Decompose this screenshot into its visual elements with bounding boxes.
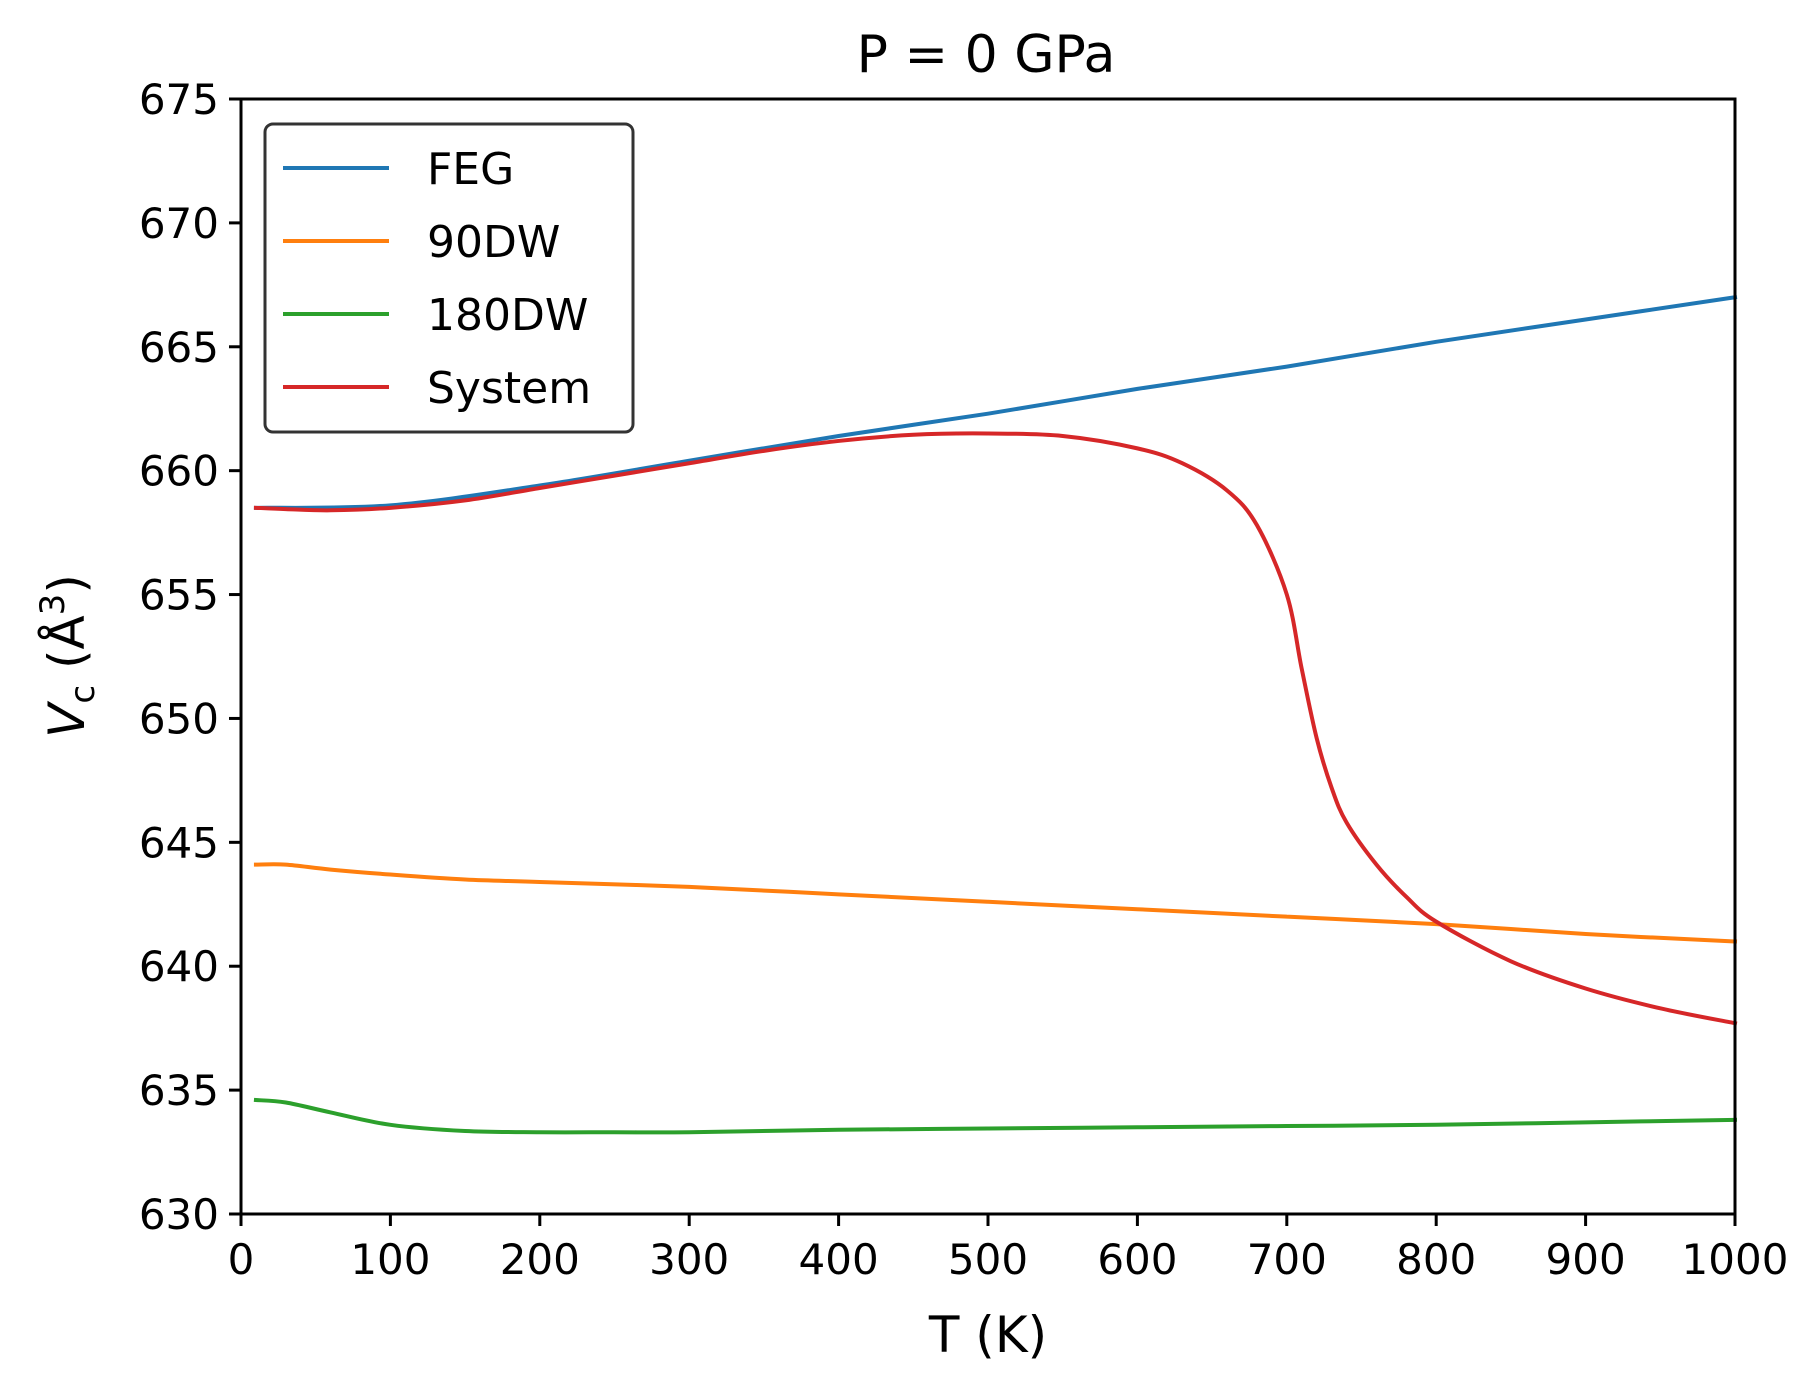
series-line-180dw — [253, 1097, 1738, 1135]
legend-label-system: System — [427, 363, 591, 414]
x-tick-label: 200 — [500, 1235, 580, 1284]
y-axis-label: Vc (Å3) — [33, 574, 103, 738]
x-tick-label: 500 — [948, 1235, 1028, 1284]
x-tick-label: 800 — [1396, 1235, 1476, 1284]
y-tick-label: 670 — [139, 199, 219, 248]
series-line-feg — [253, 294, 1738, 510]
x-tick-label: 700 — [1247, 1235, 1327, 1284]
y-axis-label-subscript: c — [63, 685, 103, 704]
x-tick-label: 600 — [1097, 1235, 1177, 1284]
y-axis: 630 635 640 645 650 655 660 665 670 675 — [139, 75, 241, 1239]
legend-label-feg: FEG — [427, 144, 514, 195]
y-tick-label: 635 — [139, 1066, 219, 1115]
x-tick-label: 0 — [228, 1235, 255, 1284]
legend: FEG 90DW 180DW System — [263, 122, 635, 434]
y-axis-label-unit-close: ) — [38, 574, 96, 594]
y-axis-label-symbol: V — [38, 700, 96, 738]
y-tick-label: 630 — [139, 1190, 219, 1239]
legend-box — [263, 122, 635, 434]
series-line-system — [253, 431, 1738, 1026]
y-tick-label: 650 — [139, 694, 219, 743]
y-tick-label: 675 — [139, 75, 219, 124]
x-axis-label: T (K) — [928, 1306, 1047, 1364]
y-tick-label: 640 — [139, 942, 219, 991]
y-tick-label: 660 — [139, 447, 219, 496]
y-tick-label: 665 — [139, 323, 219, 372]
y-tick-label: 645 — [139, 818, 219, 867]
x-tick-label: 300 — [649, 1235, 729, 1284]
legend-label-180dw: 180DW — [427, 290, 588, 341]
y-axis-label-superscript: 3 — [33, 594, 73, 616]
legend-label-90dw: 90DW — [427, 217, 560, 268]
series-layer — [253, 294, 1738, 1135]
y-axis-label-unit-open: (Å — [38, 615, 96, 685]
x-tick-label: 400 — [799, 1235, 879, 1284]
x-tick-label: 100 — [350, 1235, 430, 1284]
x-axis: 0 100 200 300 400 500 600 700 800 900 1000 — [228, 1214, 1789, 1284]
x-tick-label: 1000 — [1682, 1235, 1789, 1284]
y-tick-label: 655 — [139, 571, 219, 620]
chart-title: P = 0 GPa — [857, 25, 1116, 85]
x-tick-label: 900 — [1546, 1235, 1626, 1284]
